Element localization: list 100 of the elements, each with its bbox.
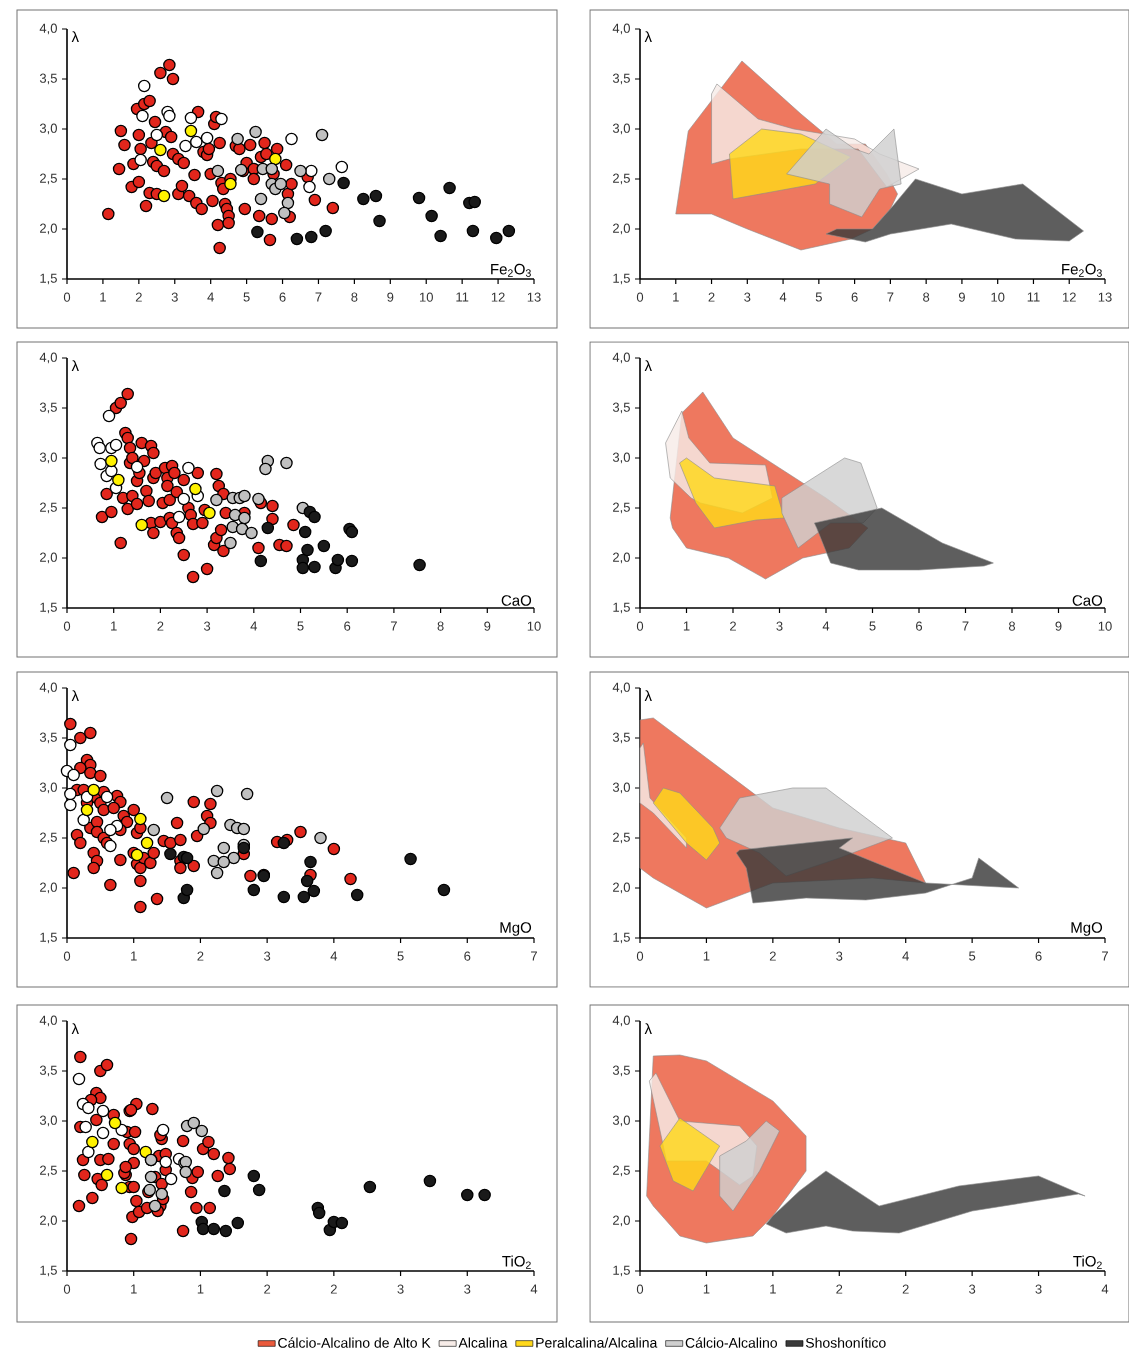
x-tick-label: 10	[1098, 621, 1112, 631]
x-tick-label: 0	[63, 951, 70, 961]
x-tick-label: 3	[835, 951, 843, 961]
y-tick-label: 3,5	[39, 1065, 57, 1077]
x-tick-label: 10	[419, 292, 433, 302]
y-tick-label: 3,0	[612, 782, 630, 794]
y-axis-title: λ	[644, 31, 652, 43]
y-tick-label: 2,5	[612, 1165, 630, 1177]
x-tick-label: 2	[708, 292, 715, 302]
x-tick-label: 3	[1035, 1284, 1042, 1294]
x-axis-title: MgO	[1071, 922, 1102, 936]
y-axis-title: λ	[644, 360, 652, 372]
x-tick-label: 2	[330, 1284, 337, 1294]
x-tick-label: 13	[1098, 292, 1112, 302]
x-tick-label: 6	[464, 951, 471, 961]
y-tick-label: 1,5	[613, 1265, 630, 1277]
legend-label: Cálcio-Alcalino	[685, 1337, 777, 1348]
x-tick-label: 6	[915, 621, 922, 631]
x-tick-label: 2	[769, 951, 776, 961]
x-tick-label: 7	[962, 621, 969, 631]
legend-label: Alcalina	[458, 1337, 508, 1348]
x-tick-label: 2	[836, 1284, 842, 1294]
y-tick-label: 3,0	[612, 452, 630, 464]
x-axis-title: CaO	[501, 595, 531, 606]
y-tick-label: 1,5	[613, 932, 630, 944]
x-tick-label: 0	[63, 292, 70, 302]
y-tick-label: 4,0	[39, 1015, 57, 1027]
x-tick-label: 8	[437, 621, 444, 631]
y-tick-label: 1,5	[40, 932, 57, 944]
y-tick-label: 2,5	[39, 832, 57, 844]
x-tick-label: 11	[1027, 292, 1040, 302]
x-tick-label: 7	[530, 951, 537, 961]
x-tick-label: 1	[672, 292, 679, 302]
x-tick-label: 3	[203, 621, 210, 631]
x-tick-label: 3	[397, 1284, 404, 1294]
x-tick-label: 4	[207, 292, 214, 302]
y-tick-label: 3,0	[39, 123, 57, 135]
x-tick-label: 0	[63, 621, 70, 631]
x-tick-label: 5	[815, 292, 822, 302]
x-tick-label: 7	[887, 292, 894, 302]
x-tick-label: 1	[130, 951, 137, 961]
x-axis-title: CaO	[1072, 595, 1102, 606]
x-tick-label: 7	[315, 292, 322, 302]
x-tick-label: 1	[130, 1284, 137, 1294]
y-tick-label: 3,5	[612, 73, 630, 85]
y-tick-label: 3,0	[612, 123, 630, 135]
y-tick-label: 1,5	[40, 273, 57, 285]
x-tick-label: 4	[250, 621, 257, 631]
x-tick-label: 6	[344, 621, 351, 631]
y-tick-label: 3,5	[612, 1065, 630, 1077]
x-tick-label: 3	[171, 292, 178, 302]
x-tick-label: 0	[636, 292, 643, 302]
y-tick-label: 3,0	[39, 452, 57, 464]
x-tick-label: 3	[743, 292, 751, 302]
x-tick-label: 7	[390, 621, 397, 631]
x-tick-label: 12	[491, 292, 505, 302]
x-tick-label: 8	[1008, 621, 1015, 631]
y-tick-label: 2,0	[39, 1215, 57, 1227]
y-tick-label: 2,5	[39, 502, 57, 514]
y-tick-label: 3,5	[39, 402, 57, 414]
x-tick-label: 5	[968, 951, 975, 961]
x-tick-label: 4	[530, 1284, 537, 1294]
y-tick-label: 4,0	[612, 682, 630, 694]
y-tick-label: 1,5	[613, 602, 630, 614]
y-tick-label: 3,0	[39, 1115, 57, 1127]
x-tick-label: 0	[636, 621, 643, 631]
x-tick-label: 5	[869, 621, 876, 631]
y-tick-label: 4,0	[612, 1015, 630, 1027]
x-tick-label: 7	[1101, 951, 1108, 961]
y-tick-label: 2,0	[612, 1215, 630, 1227]
x-axis-title: Fe$_{2}$O$_{3}$	[1061, 263, 1102, 277]
y-tick-label: 3,5	[612, 402, 630, 414]
y-tick-label: 2,5	[612, 832, 630, 844]
x-tick-label: 5	[397, 951, 404, 961]
x-tick-label: 2	[135, 292, 142, 302]
x-tick-label: 2	[157, 621, 164, 631]
x-tick-label: 4	[902, 951, 909, 961]
y-tick-label: 2,5	[39, 173, 57, 185]
x-tick-label: 2	[902, 1284, 909, 1294]
x-tick-label: 2	[729, 621, 736, 631]
x-tick-label: 3	[263, 951, 270, 961]
x-tick-label: 12	[1062, 292, 1076, 302]
x-axis-title: Fe$_{2}$O$_{3}$	[490, 263, 531, 277]
y-tick-label: 2,0	[39, 223, 57, 235]
y-tick-label: 4,0	[612, 23, 630, 35]
y-axis-title: λ	[71, 1023, 79, 1035]
x-tick-label: 8	[351, 292, 358, 302]
y-tick-label: 2,5	[612, 173, 630, 185]
x-tick-label: 0	[636, 951, 643, 961]
x-tick-label: 3	[776, 621, 783, 631]
legend-label: Cálcio-Alcalino de Alto K	[277, 1337, 431, 1348]
y-tick-label: 3,0	[39, 782, 57, 794]
x-tick-label: 4	[822, 621, 829, 631]
x-tick-label: 9	[958, 292, 965, 302]
x-tick-label: 2	[197, 951, 204, 961]
x-tick-label: 3	[968, 1284, 975, 1294]
y-tick-label: 4,0	[612, 352, 630, 364]
y-tick-label: 2,0	[612, 223, 630, 235]
y-tick-label: 3,5	[612, 732, 630, 744]
x-tick-label: 4	[1101, 1284, 1108, 1294]
